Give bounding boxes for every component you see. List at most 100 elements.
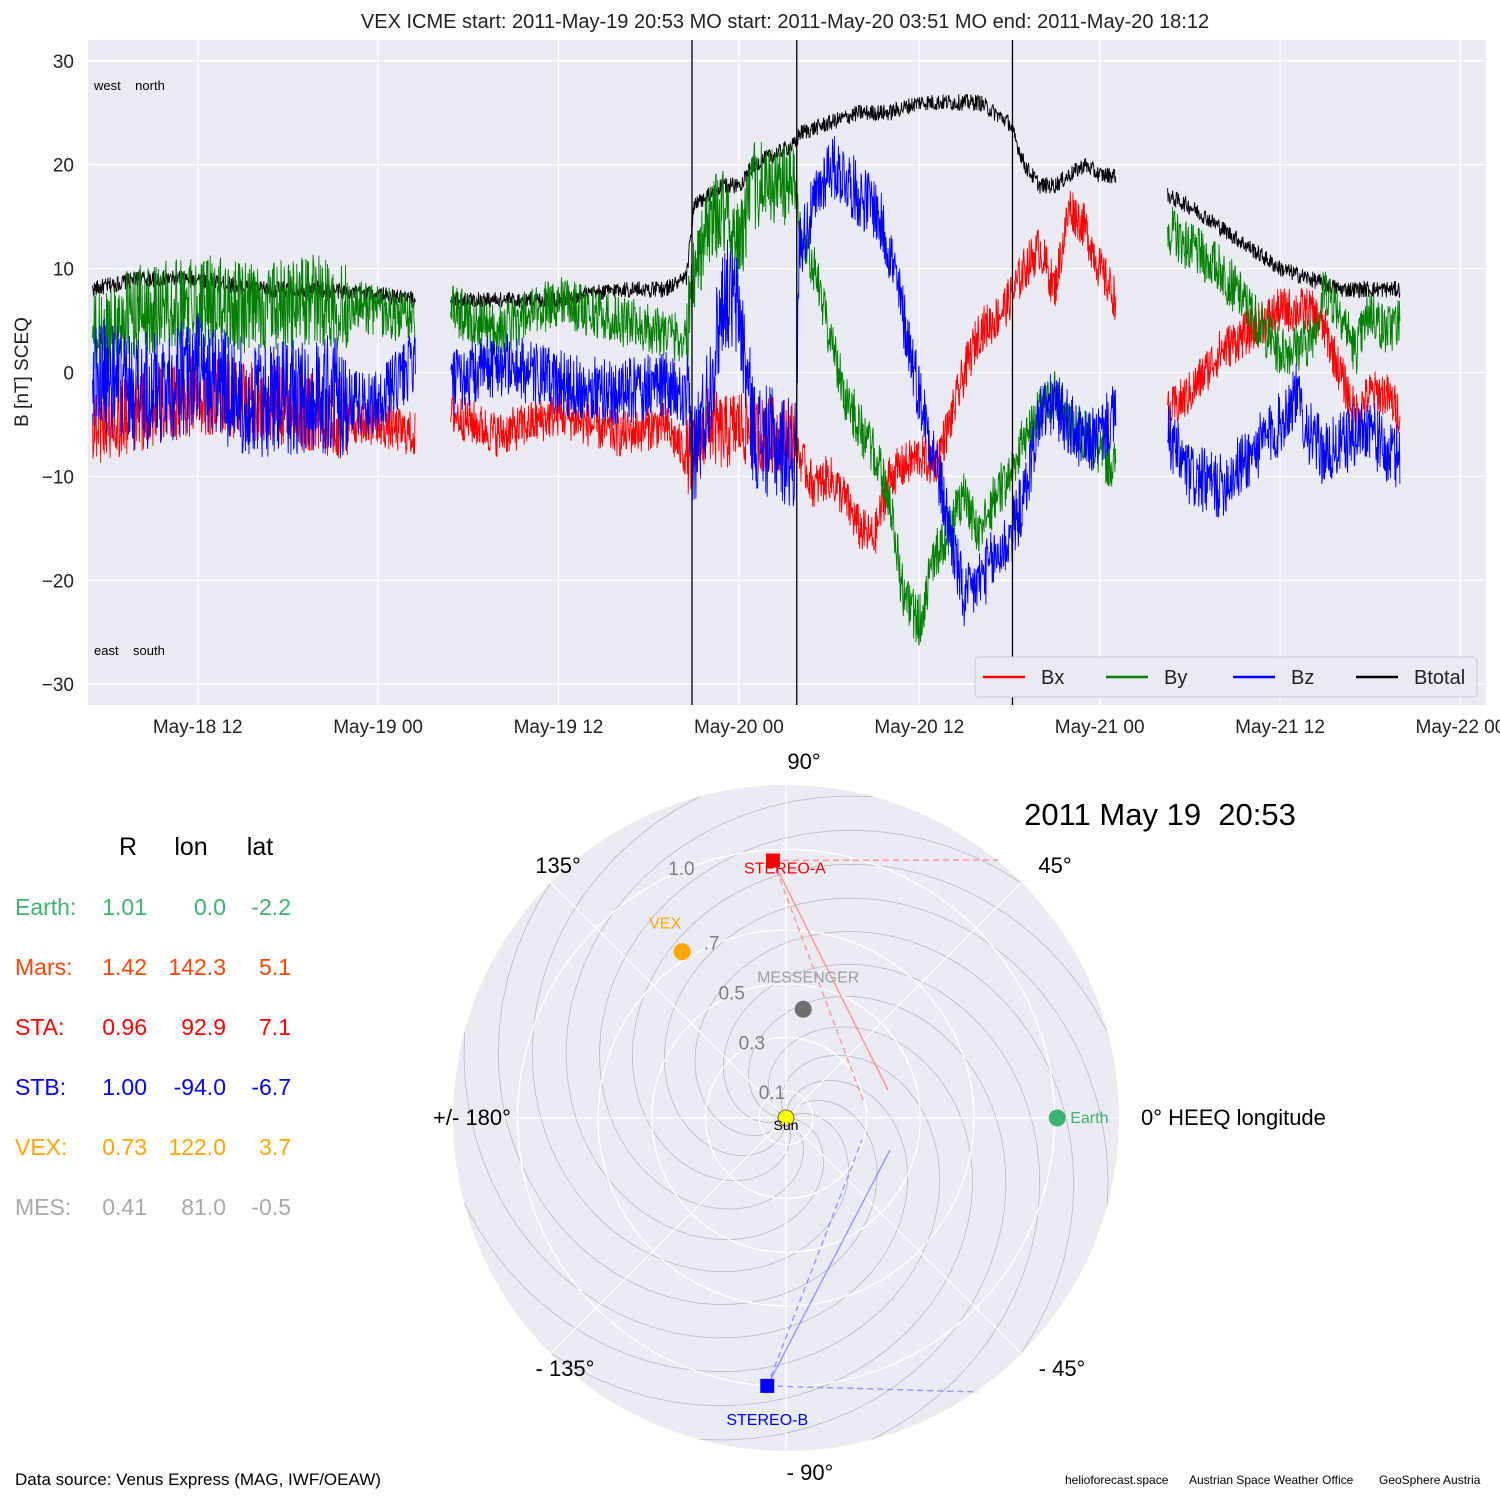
x-tick-label: May-21 12 bbox=[1235, 717, 1325, 738]
angle-label: +/- 180° bbox=[433, 1105, 511, 1130]
y-tick-label: 30 bbox=[53, 52, 74, 73]
vex-marker bbox=[673, 943, 691, 961]
earth-label: Earth bbox=[1070, 1110, 1108, 1127]
table-cell-lat: -6.7 bbox=[251, 1074, 291, 1100]
data-source: Data source: Venus Express (MAG, IWF/OEA… bbox=[15, 1470, 381, 1489]
y-tick-label: −10 bbox=[42, 467, 74, 488]
credit-aswo: Austrian Space Weather Office bbox=[1189, 1473, 1354, 1487]
messenger-marker bbox=[794, 1000, 812, 1018]
table-cell-lon: 0.0 bbox=[194, 894, 226, 920]
x-tick-label: May-19 00 bbox=[333, 717, 423, 738]
angle-label: 45° bbox=[1038, 853, 1071, 878]
parker-spirals bbox=[463, 795, 1109, 1441]
angle-label: 90° bbox=[787, 749, 820, 774]
stereo-a-fov-line bbox=[772, 860, 864, 1101]
legend-label-bz: Bz bbox=[1291, 667, 1314, 689]
parker-spiral bbox=[722, 963, 1041, 1441]
chart-title: VEX ICME start: 2011-May-19 20:53 MO sta… bbox=[361, 11, 1209, 33]
corner-label-bottom: east south bbox=[94, 643, 165, 658]
y-tick-label: 0 bbox=[63, 364, 74, 385]
radial-tick-labels: 0.1 0.3 0.5 .7 1.0 bbox=[668, 859, 785, 1104]
angular-gridline bbox=[550, 1117, 787, 1354]
parker-spiral bbox=[549, 1026, 973, 1407]
table-cell-r: 0.73 bbox=[102, 1134, 147, 1160]
x-tick-label: May-22 00 bbox=[1416, 717, 1500, 738]
parker-spiral bbox=[463, 1030, 909, 1339]
legend-label-btotal: Btotal bbox=[1414, 667, 1465, 689]
stereo-b-fov-line bbox=[767, 1385, 979, 1393]
legend-entries: Bx By Bz Btotal bbox=[983, 667, 1465, 689]
radial-tick-label: 1.0 bbox=[668, 859, 694, 880]
legend-label-by: By bbox=[1164, 667, 1187, 689]
planet-markers: Sun Earth STEREO-A STEREO-B VEX MESSENGER bbox=[649, 853, 1108, 1429]
radial-tick-label: 0.3 bbox=[739, 1033, 765, 1054]
angle-label: - 90° bbox=[787, 1460, 834, 1485]
radial-tick-label: 0.1 bbox=[759, 1083, 785, 1104]
table-row-name: MES: bbox=[15, 1194, 71, 1220]
y-tick-labels: 30 20 10 0 −10 −20 −30 bbox=[42, 52, 74, 696]
stereo-b-marker bbox=[760, 1378, 775, 1393]
angular-gridline bbox=[785, 882, 1022, 1119]
sun-marker bbox=[777, 1109, 795, 1127]
radial-tick-label: .7 bbox=[704, 934, 720, 955]
messenger-label: MESSENGER bbox=[757, 969, 859, 986]
event-lines bbox=[691, 40, 1014, 705]
table-header-lat: lat bbox=[247, 833, 273, 861]
polar-plot: 0.1 0.3 0.5 .7 1.0 0° HEEQ longitude 45° 90° 13… bbox=[433, 749, 1326, 1485]
table-row-name: Earth: bbox=[15, 894, 76, 920]
parker-spiral bbox=[631, 863, 1109, 1182]
corner-label-top: west north bbox=[93, 78, 165, 93]
angle-label: - 45° bbox=[1039, 1356, 1086, 1381]
y-tick-label: −30 bbox=[42, 675, 74, 696]
credit-geosphere: GeoSphere Austria bbox=[1379, 1473, 1481, 1487]
angular-gridline bbox=[550, 882, 787, 1119]
series-line-bz bbox=[92, 136, 1401, 627]
vex-label: VEX bbox=[649, 916, 681, 933]
parker-spiral bbox=[599, 829, 1023, 1210]
legend-box bbox=[974, 656, 1478, 698]
table-row-name: STB: bbox=[15, 1074, 66, 1100]
angle-label: 135° bbox=[535, 853, 581, 878]
table-cell-r: 0.41 bbox=[102, 1194, 147, 1220]
parker-spiral bbox=[565, 795, 874, 1241]
series-line-by bbox=[92, 141, 1401, 646]
parker-spiral bbox=[531, 795, 850, 1273]
y-tick-label: 20 bbox=[53, 156, 74, 177]
angle-label: 0° HEEQ longitude bbox=[1141, 1105, 1326, 1130]
sun-label: Sun bbox=[774, 1117, 799, 1133]
stereo-b-fov-line bbox=[766, 1139, 863, 1387]
stereo-a-label: STEREO-A bbox=[744, 861, 826, 878]
table-cell-r: 1.01 bbox=[102, 894, 147, 920]
table-cell-r: 0.96 bbox=[102, 1014, 147, 1040]
table-cell-r: 1.00 bbox=[102, 1074, 147, 1100]
stereo-b-label: STEREO-B bbox=[726, 1412, 808, 1429]
table-cell-lat: -2.2 bbox=[251, 894, 291, 920]
radial-tick-label: 0.5 bbox=[718, 984, 744, 1005]
stereo-b-fov-line bbox=[766, 1149, 891, 1387]
x-tick-label: May-19 12 bbox=[514, 717, 604, 738]
x-tick-label: May-20 12 bbox=[874, 717, 964, 738]
fov-lines bbox=[766, 859, 999, 1393]
parker-spiral bbox=[698, 995, 1007, 1441]
table-cell-lat: 7.1 bbox=[259, 1014, 291, 1040]
x-tick-label: May-21 00 bbox=[1055, 717, 1145, 738]
earth-marker bbox=[1048, 1109, 1066, 1127]
credit-helioforecast: helioforecast.space bbox=[1065, 1473, 1169, 1487]
parker-spiral bbox=[463, 1054, 941, 1373]
table-row-name: Mars: bbox=[15, 954, 73, 980]
parker-spiral bbox=[694, 931, 1075, 1355]
legend-label-bx: Bx bbox=[1041, 667, 1064, 689]
angle-labels: 0° HEEQ longitude 45° 90° 135° +/- 180° - 135… bbox=[433, 749, 1326, 1485]
stereo-a-fov-line bbox=[772, 860, 889, 1091]
stereo-a-fov-line bbox=[772, 859, 999, 862]
angle-label: - 135° bbox=[536, 1356, 595, 1381]
stereo-a-marker bbox=[765, 853, 780, 868]
table-cell-lat: 3.7 bbox=[259, 1134, 291, 1160]
series-lines bbox=[92, 94, 1401, 646]
x-tick-label: May-18 12 bbox=[153, 717, 243, 738]
parker-spiral bbox=[663, 897, 1109, 1206]
table-cell-lon: 122.0 bbox=[168, 1134, 226, 1160]
legend: Bx By Bz Btotal bbox=[974, 656, 1478, 698]
